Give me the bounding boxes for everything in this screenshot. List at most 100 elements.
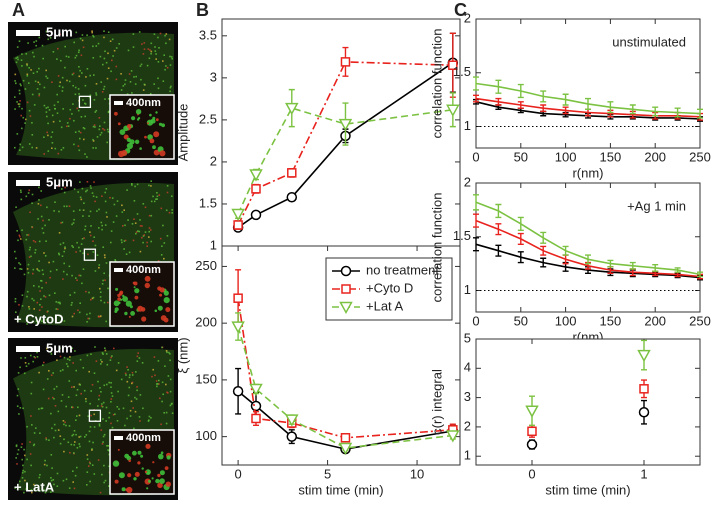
- texture-dot: [17, 103, 20, 105]
- texture-dot: [83, 202, 85, 204]
- texture-dot: [41, 407, 44, 410]
- texture-dot: [127, 473, 132, 478]
- x-tick-label: 10: [410, 466, 424, 481]
- texture-dot: [156, 383, 158, 385]
- texture-dot: [88, 96, 91, 99]
- texture-dot: [61, 255, 64, 257]
- texture-dot: [38, 199, 40, 201]
- texture-dot: [82, 127, 85, 129]
- texture-dot: [33, 104, 36, 106]
- texture-dot: [76, 447, 79, 449]
- marker: [287, 168, 297, 178]
- texture-dot: [76, 279, 78, 281]
- texture-dot: [105, 420, 107, 422]
- texture-dot: [21, 65, 23, 67]
- texture-dot: [26, 75, 29, 77]
- y-tick-label: 3.5: [199, 27, 217, 42]
- texture-dot: [53, 398, 55, 400]
- texture-dot: [47, 150, 50, 152]
- texture-dot: [169, 378, 172, 381]
- texture-dot: [126, 417, 128, 420]
- texture-dot: [63, 423, 65, 426]
- texture-dot: [77, 406, 79, 409]
- texture-dot: [161, 381, 164, 384]
- texture-dot: [94, 126, 96, 128]
- x-tick-label: 100: [555, 149, 577, 164]
- texture-dot: [144, 135, 147, 139]
- texture-dot: [150, 180, 152, 182]
- texture-dot: [165, 65, 167, 67]
- texture-dot: [114, 259, 116, 261]
- texture-dot: [155, 111, 158, 114]
- texture-dot: [148, 227, 151, 229]
- panel-label: A: [12, 0, 25, 20]
- texture-dot: [149, 229, 152, 231]
- texture-dot: [159, 237, 162, 240]
- texture-dot: [139, 147, 142, 150]
- texture-dot: [82, 367, 85, 369]
- texture-dot: [108, 416, 110, 419]
- texture-dot: [113, 203, 116, 206]
- texture-dot: [108, 381, 110, 384]
- texture-dot: [117, 122, 121, 126]
- texture-dot: [101, 195, 103, 197]
- texture-dot: [157, 482, 163, 489]
- texture-dot: [128, 459, 131, 463]
- texture-dot: [90, 414, 92, 417]
- texture-dot: [136, 355, 139, 358]
- texture-dot: [39, 290, 41, 292]
- texture-dot: [140, 78, 142, 81]
- texture-dot: [93, 74, 95, 76]
- texture-dot: [58, 252, 60, 255]
- texture-dot: [100, 363, 102, 365]
- texture-dot: [32, 51, 34, 54]
- texture-dot: [79, 137, 81, 140]
- texture-dot: [74, 131, 77, 133]
- texture-dot: [45, 318, 48, 321]
- texture-dot: [15, 257, 17, 260]
- texture-dot: [111, 197, 114, 199]
- texture-dot: [150, 200, 153, 203]
- condition-label: + LatA: [14, 479, 55, 494]
- texture-dot: [115, 47, 118, 49]
- texture-dot: [120, 298, 123, 301]
- error-bar: [473, 194, 479, 211]
- texture-dot: [76, 107, 78, 110]
- texture-dot: [50, 412, 52, 415]
- texture-dot: [162, 60, 164, 62]
- legend-label: +Cyto D: [366, 280, 413, 295]
- texture-dot: [20, 84, 22, 87]
- texture-dot: [40, 190, 42, 192]
- texture-dot: [104, 50, 106, 53]
- texture-dot: [61, 221, 64, 224]
- legend-label: +Lat A: [366, 298, 404, 313]
- texture-dot: [122, 296, 128, 302]
- texture-dot: [78, 311, 81, 314]
- texture-dot: [162, 224, 164, 227]
- texture-dot: [137, 461, 141, 465]
- marker: [232, 385, 244, 397]
- texture-dot: [15, 57, 17, 59]
- texture-dot: [48, 370, 50, 372]
- texture-dot: [116, 406, 119, 408]
- texture-dot: [20, 59, 23, 61]
- texture-dot: [134, 83, 137, 85]
- texture-dot: [135, 231, 138, 233]
- texture-dot: [72, 470, 74, 472]
- texture-dot: [98, 398, 100, 401]
- texture-dot: [84, 436, 86, 438]
- texture-dot: [25, 238, 28, 241]
- texture-dot: [124, 79, 127, 81]
- texture-dot: [28, 248, 31, 251]
- texture-dot: [60, 149, 63, 151]
- texture-dot: [67, 56, 70, 58]
- texture-dot: [139, 225, 142, 227]
- texture-dot: [78, 436, 80, 438]
- texture-dot: [16, 453, 19, 455]
- texture-dot: [135, 75, 137, 78]
- x-tick-label: 150: [600, 313, 622, 328]
- texture-dot: [110, 230, 113, 232]
- texture-dot: [153, 200, 156, 203]
- texture-dot: [169, 90, 171, 93]
- texture-dot: [151, 375, 153, 378]
